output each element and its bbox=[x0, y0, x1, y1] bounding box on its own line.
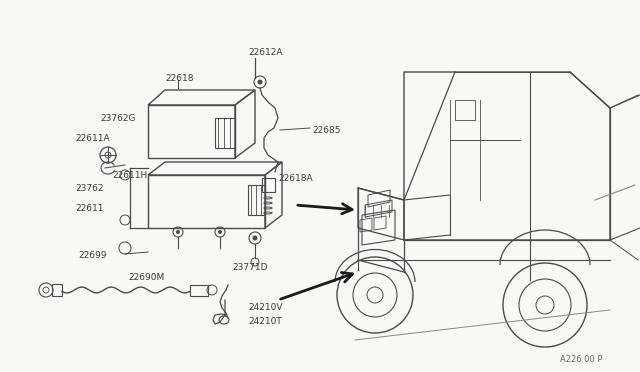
Text: 22611A: 22611A bbox=[75, 134, 109, 142]
Text: 22611: 22611 bbox=[75, 203, 104, 212]
Text: 22611H: 22611H bbox=[113, 170, 148, 180]
Text: 23762: 23762 bbox=[75, 183, 104, 192]
Circle shape bbox=[253, 235, 257, 241]
Text: 24210T: 24210T bbox=[248, 317, 282, 327]
Circle shape bbox=[218, 230, 222, 234]
Text: 23771D: 23771D bbox=[232, 263, 268, 273]
Circle shape bbox=[176, 230, 180, 234]
Text: 22612A: 22612A bbox=[248, 48, 282, 57]
Text: 22685: 22685 bbox=[312, 125, 340, 135]
Text: 22690M: 22690M bbox=[128, 273, 164, 282]
Text: 24210V: 24210V bbox=[248, 304, 282, 312]
Text: 23762G: 23762G bbox=[100, 113, 136, 122]
Text: 22618: 22618 bbox=[165, 74, 193, 83]
Circle shape bbox=[257, 80, 262, 84]
Text: 22699: 22699 bbox=[78, 250, 106, 260]
Text: 22618A: 22618A bbox=[278, 173, 312, 183]
Text: A226 00 P: A226 00 P bbox=[560, 356, 602, 365]
